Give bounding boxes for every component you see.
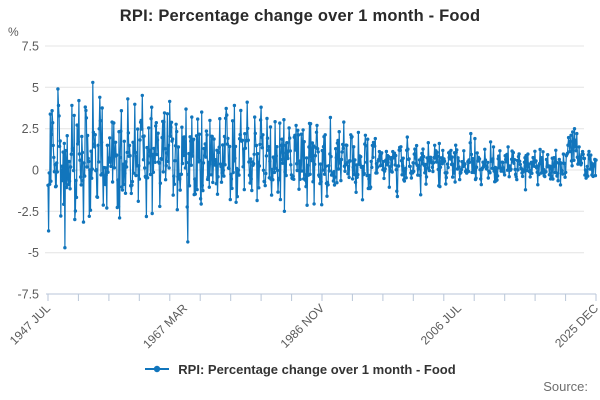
svg-text:1967 MAR: 1967 MAR: [140, 301, 190, 351]
svg-text:-5: -5: [28, 246, 39, 260]
legend: RPI: Percentage change over 1 month - Fo…: [0, 359, 600, 379]
chart-title: RPI: Percentage change over 1 month - Fo…: [119, 7, 481, 25]
svg-text:2025 DEC: 2025 DEC: [552, 301, 600, 350]
source-label: Source:: [543, 379, 588, 394]
svg-text:1947 JUL: 1947 JUL: [7, 301, 53, 347]
data-series: [46, 80, 598, 250]
svg-text:7.5: 7.5: [22, 40, 39, 54]
series-line: [47, 82, 597, 248]
svg-text:2.5: 2.5: [22, 122, 39, 136]
x-axis: [46, 293, 597, 301]
svg-text:0: 0: [32, 164, 39, 178]
svg-text:5: 5: [32, 81, 39, 95]
svg-text:2006 JUL: 2006 JUL: [418, 301, 464, 347]
legend-line-marker-icon: [145, 365, 170, 373]
legend-series-label: RPI: Percentage change over 1 month - Fo…: [178, 361, 456, 377]
gridlines: [45, 45, 584, 254]
svg-text:-7.5: -7.5: [17, 288, 39, 302]
y-axis-labels: 7.5 5 2.5 0 -2.5 -5 -7.5: [17, 40, 39, 302]
svg-text:-2.5: -2.5: [17, 205, 39, 219]
y-axis-unit-label: %: [8, 25, 19, 39]
svg-text:1986 NOV: 1986 NOV: [278, 301, 328, 351]
x-axis-labels: 1947 JUL 1967 MAR 1986 NOV 2006 JUL 2025 DEC: [7, 301, 600, 351]
